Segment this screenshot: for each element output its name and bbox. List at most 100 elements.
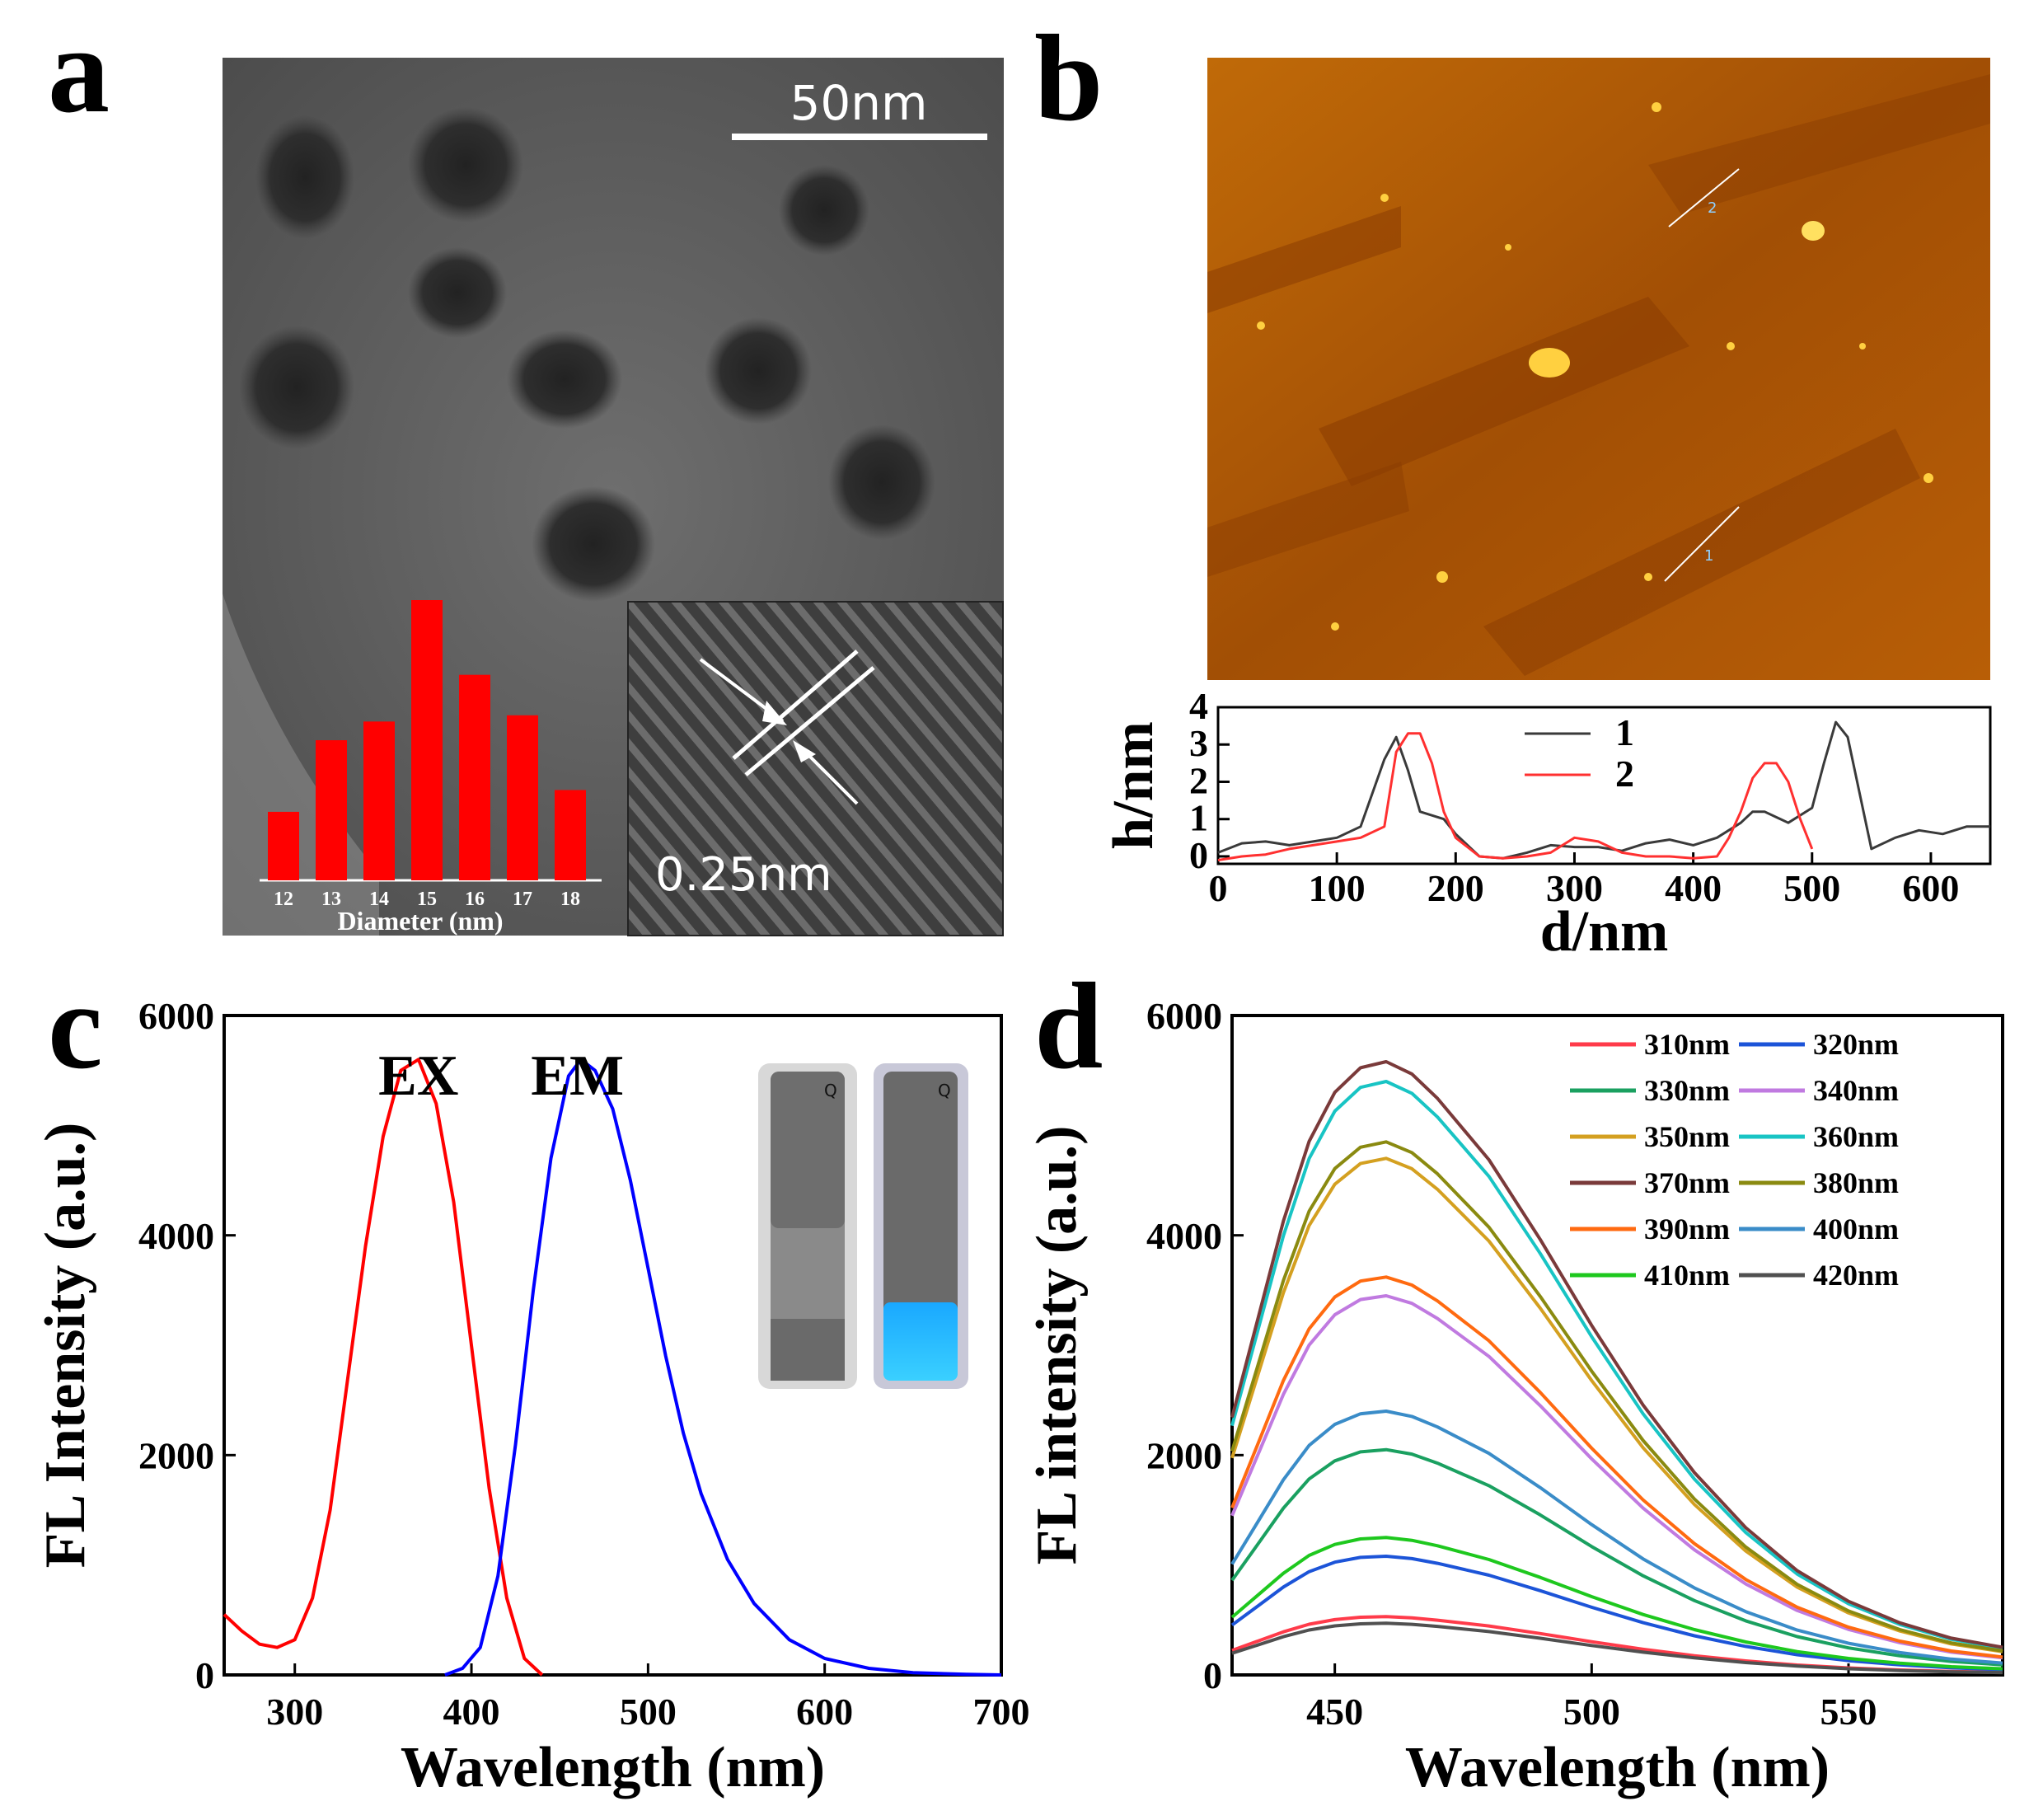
panel-label-b: b bbox=[1034, 10, 1103, 147]
legend-label: 310nm bbox=[1644, 1028, 1730, 1061]
spectrum-370nm bbox=[1230, 1060, 2003, 1649]
spectrum-EX bbox=[223, 1058, 544, 1677]
scale-bar: 50nm bbox=[732, 75, 987, 140]
y-tick-label: 0 bbox=[1189, 834, 1208, 876]
histogram-bar bbox=[363, 721, 395, 880]
cuvette-photo: Q Q bbox=[758, 1063, 968, 1389]
panel-label-d: d bbox=[1034, 958, 1103, 1095]
panel-label-c: c bbox=[48, 958, 103, 1095]
x-axis-label: Wavelength (nm) bbox=[1405, 1736, 1830, 1799]
y-axis-label: FL Intensity (a.u.) bbox=[34, 1123, 97, 1569]
plot-frame bbox=[1230, 1014, 2004, 1677]
legend-label: 1 bbox=[1615, 711, 1634, 753]
spectrum-410nm bbox=[1230, 1536, 2003, 1671]
x-tick-label: 300 bbox=[1546, 867, 1603, 909]
ex-annotation: EX bbox=[378, 1044, 458, 1108]
spectrum-360nm bbox=[1230, 1080, 2003, 1650]
nanoparticle bbox=[507, 330, 622, 429]
y-axis-label: FL intensity (a.u.) bbox=[1025, 1126, 1089, 1565]
histogram-bar bbox=[268, 811, 299, 880]
spectrum-320nm bbox=[1230, 1555, 2003, 1672]
afm-image: 2 1 bbox=[1207, 58, 1990, 680]
x-tick-label: 450 bbox=[1306, 1691, 1363, 1733]
em-annotation: EM bbox=[531, 1044, 624, 1108]
x-tick-label: 600 bbox=[1902, 867, 1959, 909]
y-tick-label: 6000 bbox=[138, 995, 214, 1037]
y-tick-label: 6000 bbox=[1146, 995, 1222, 1037]
legend-label: 410nm bbox=[1644, 1259, 1730, 1292]
histogram-tick-label: 14 bbox=[369, 889, 389, 910]
x-tick-label: 500 bbox=[1783, 867, 1840, 909]
histogram-bar bbox=[555, 790, 586, 880]
nanoparticle bbox=[255, 115, 354, 239]
y-tick-label: 3 bbox=[1189, 722, 1208, 764]
y-tick-label: 2000 bbox=[1146, 1434, 1222, 1476]
scale-bar-label: 50nm bbox=[790, 75, 927, 131]
nanoparticle bbox=[532, 486, 655, 602]
y-tick-label: 0 bbox=[195, 1654, 214, 1696]
x-tick-label: 300 bbox=[266, 1691, 323, 1733]
y-tick-label: 4000 bbox=[1146, 1215, 1222, 1257]
x-axis-label: Wavelength (nm) bbox=[401, 1736, 825, 1799]
histogram-tick-label: 15 bbox=[417, 889, 437, 910]
lattice-spacing-label: 0.25nm bbox=[655, 848, 832, 902]
legend-label: 370nm bbox=[1644, 1166, 1730, 1199]
spectrum-330nm bbox=[1230, 1447, 2003, 1667]
x-tick-label: 400 bbox=[1665, 867, 1722, 909]
histogram-tick-label: 12 bbox=[274, 889, 293, 910]
y-tick-label: 1 bbox=[1189, 797, 1208, 839]
histogram-tick-label: 17 bbox=[513, 889, 532, 910]
nanoparticle bbox=[239, 326, 354, 449]
size-histogram: Diameter (nm) 12 13 14 15 16 17 18 bbox=[260, 600, 602, 936]
x-tick-label: 400 bbox=[443, 1691, 500, 1733]
spectrum-350nm bbox=[1230, 1156, 2003, 1653]
plot-frame bbox=[223, 1014, 1003, 1677]
legend-label: 420nm bbox=[1813, 1259, 1899, 1292]
legend-label: 390nm bbox=[1644, 1213, 1730, 1245]
nanoparticle bbox=[705, 317, 812, 425]
spectrum-390nm bbox=[1230, 1275, 2003, 1659]
histogram-bar bbox=[411, 600, 443, 880]
histogram-xlabel: Diameter (nm) bbox=[337, 906, 503, 936]
spectrum-400nm bbox=[1230, 1410, 2003, 1665]
y-axis-label: h/nm bbox=[1102, 721, 1165, 850]
histogram-bar bbox=[459, 674, 490, 880]
x-tick-label: 550 bbox=[1820, 1691, 1877, 1733]
legend-label: 330nm bbox=[1644, 1074, 1730, 1107]
y-tick-label: 2000 bbox=[138, 1434, 214, 1476]
legend-label: 340nm bbox=[1813, 1074, 1899, 1107]
x-tick-label: 700 bbox=[973, 1691, 1030, 1733]
histogram-tick-label: 16 bbox=[465, 889, 485, 910]
legend-label: 360nm bbox=[1813, 1120, 1899, 1153]
legend-label: 380nm bbox=[1813, 1166, 1899, 1199]
profile-line-2 bbox=[1217, 732, 1814, 861]
spectrum-EM bbox=[444, 1058, 1002, 1677]
legend-label: 2 bbox=[1615, 753, 1634, 795]
line-label-1: 1 bbox=[1704, 547, 1713, 565]
legend-label: 400nm bbox=[1813, 1213, 1899, 1245]
nanoparticle bbox=[779, 165, 869, 256]
ex-em-spectra-chart: 300 400 500 600 700 0 2000 4000 6000 Wavelength (… bbox=[34, 995, 1030, 1799]
histogram-tick-label: 13 bbox=[321, 889, 341, 910]
histogram-bar bbox=[507, 715, 538, 880]
x-tick-label: 100 bbox=[1309, 867, 1366, 909]
svg-text:Q: Q bbox=[938, 1081, 951, 1100]
panel-label-a: a bbox=[48, 2, 110, 138]
spectrum-340nm bbox=[1230, 1294, 2003, 1660]
x-tick-label: 200 bbox=[1427, 867, 1484, 909]
histogram-bar bbox=[316, 740, 347, 880]
x-tick-label: 600 bbox=[796, 1691, 853, 1733]
excitation-dependent-spectra-chart: 450 500 550 0 2000 4000 6000 Wavelength (nm) FL … bbox=[1025, 995, 2004, 1799]
x-tick-label: 0 bbox=[1209, 867, 1228, 909]
tem-image bbox=[223, 58, 1004, 936]
x-tick-label: 500 bbox=[620, 1691, 677, 1733]
y-tick-label: 2 bbox=[1189, 759, 1208, 801]
hrtem-inset: 0.25nm bbox=[627, 601, 1004, 936]
nanoparticle bbox=[408, 107, 523, 223]
spectrum-420nm bbox=[1231, 1621, 2003, 1675]
histogram-tick-label: 18 bbox=[560, 889, 580, 910]
nanoparticle bbox=[408, 247, 507, 338]
nanoparticle bbox=[828, 425, 935, 540]
